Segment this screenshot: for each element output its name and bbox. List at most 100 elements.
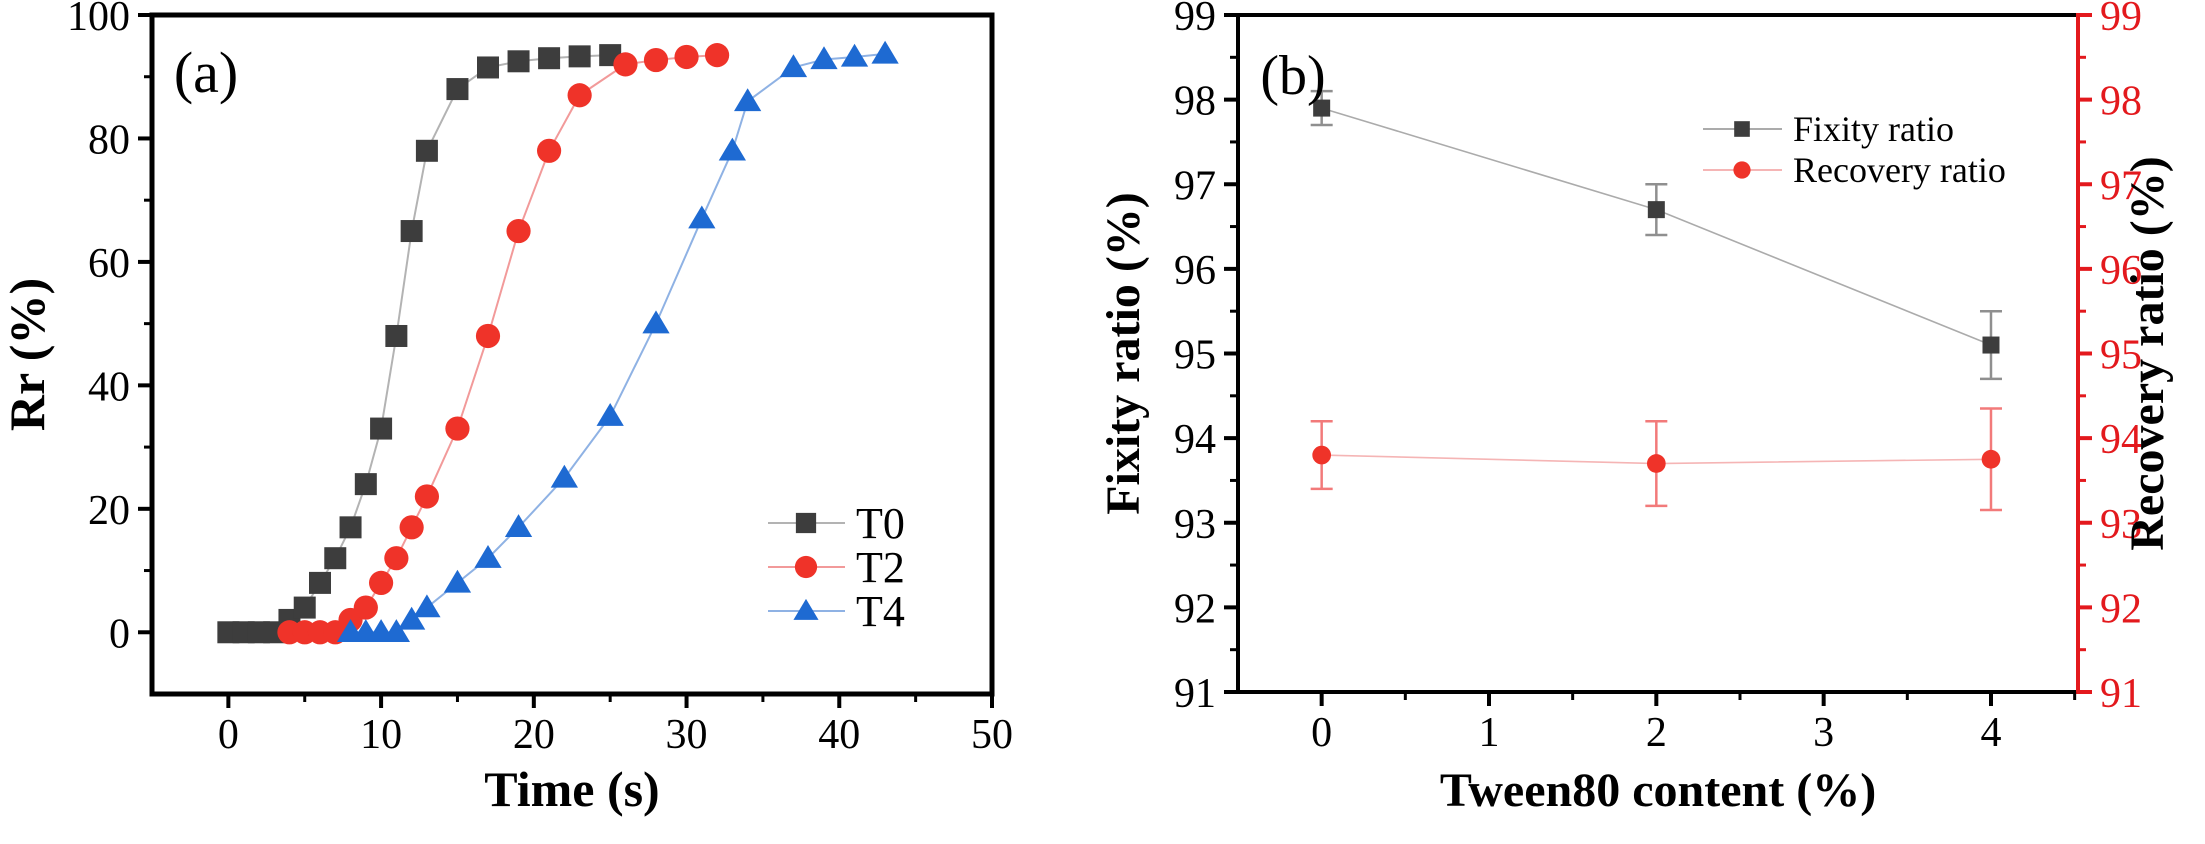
y-tick-label: 0 [109, 611, 130, 657]
triangle-marker [596, 403, 624, 426]
y-right-tick-label: 99 [2100, 0, 2142, 40]
square-marker [415, 139, 438, 162]
legend-label: T4 [856, 587, 905, 636]
legend-marker-square [795, 512, 817, 534]
triangle-marker [504, 514, 533, 538]
x-tick-label: 2 [1646, 710, 1667, 756]
x-tick-label: 0 [1311, 710, 1332, 756]
square-marker [324, 547, 347, 570]
square-marker [568, 45, 591, 68]
triangle-marker [871, 40, 899, 64]
legend-marker-circle [794, 555, 818, 579]
x-tick-label: 20 [513, 712, 555, 758]
triangle-marker [443, 569, 472, 593]
square-marker [507, 50, 530, 73]
y-tick-label: 99 [1174, 0, 1216, 40]
y-tick-label: 91 [1174, 671, 1216, 717]
triangle-marker [474, 545, 502, 568]
y-axis-title: Fixity ratio (%) [1105, 192, 1150, 515]
y-axis-left-ticks: 91 92 93 94 95 96 97 98 99 [1174, 0, 1238, 717]
x-axis-ticks: 0 1 2 3 4 [1311, 692, 2077, 756]
y-axis-right-title: Recovery ratio (%) [2121, 156, 2174, 550]
legend-label: T2 [856, 543, 905, 592]
triangle-marker [413, 594, 441, 618]
legend-item-recovery-ratio: Recovery ratio [1703, 150, 2006, 190]
x-axis-title: Tween80 content (%) [1440, 764, 1876, 817]
circle-marker [414, 484, 440, 509]
triangle-marker [718, 137, 747, 161]
chart-panel-b: 0 1 2 3 491929394959697989991929394959697989… [1105, 0, 2174, 817]
square-marker [1647, 201, 1665, 219]
legend-marker-square [1734, 121, 1750, 137]
square-marker [354, 473, 377, 496]
series-layer [217, 40, 899, 645]
series-layer [1310, 89, 2002, 512]
y-tick-label: 96 [1174, 248, 1216, 294]
panel-label: (b) [1260, 45, 1325, 107]
circle-marker [1312, 445, 1332, 465]
y-axis-left-ticks: 0 20 40 60 80 100 [67, 0, 152, 657]
x-tick-label: 3 [1813, 710, 1834, 756]
y-tick-label: 20 [88, 488, 130, 534]
circle-marker [445, 416, 470, 441]
legend-marker-triangle [793, 598, 819, 620]
square-marker [385, 324, 408, 347]
y-tick-label: 94 [1174, 417, 1216, 463]
triangle-marker [733, 88, 762, 112]
circle-marker [613, 52, 638, 77]
triangle-marker [779, 54, 808, 78]
triangle-marker [397, 606, 426, 630]
circle-marker [1646, 454, 1666, 473]
circle-marker [1981, 449, 2001, 469]
x-tick-label: 50 [971, 712, 1013, 758]
y-tick-label: 60 [88, 241, 130, 287]
x-axis-title: Time (s) [484, 761, 659, 817]
y-tick-label: 80 [88, 117, 130, 163]
legend-item-t0: T0 [768, 499, 905, 548]
y-right-tick-label: 96 [2100, 248, 2142, 294]
axes [149, 12, 995, 697]
panel-label: (a) [174, 40, 238, 105]
y-right-tick-label: 92 [2100, 586, 2142, 632]
y-tick-label: 40 [88, 364, 130, 410]
circle-marker [674, 44, 699, 70]
triangle-marker [550, 464, 579, 488]
square-marker [339, 516, 362, 539]
legend-item-t2: T2 [768, 543, 905, 592]
series-recovery-ratio [1310, 407, 2002, 512]
circle-marker [506, 218, 531, 244]
square-marker [446, 78, 469, 101]
legend-marker-circle [1733, 161, 1751, 179]
x-axis-ticks: 0 10 20 30 40 50 [218, 694, 1013, 758]
circle-marker [567, 83, 592, 108]
circle-marker [475, 323, 501, 349]
circle-marker [643, 47, 669, 73]
y-right-tick-label: 94 [2100, 417, 2142, 463]
circle-marker [704, 43, 730, 68]
circle-marker [536, 138, 562, 163]
y-tick-label: 100 [67, 0, 130, 40]
legend-item-fixity-ratio: Fixity ratio [1703, 109, 1954, 149]
circle-marker [399, 515, 424, 540]
y-right-tick-label: 97 [2100, 163, 2142, 209]
y-tick-label: 95 [1174, 333, 1216, 379]
y-tick-label: 92 [1174, 586, 1216, 632]
y-right-tick-label: 98 [2100, 79, 2142, 125]
legend-label: Fixity ratio [1793, 109, 1954, 149]
x-tick-label: 40 [818, 712, 860, 758]
y-tick-label: 97 [1174, 163, 1216, 209]
circle-marker [384, 546, 409, 571]
series-fixity-ratio [1310, 89, 2002, 381]
x-tick-label: 10 [360, 712, 402, 758]
square-marker [1313, 99, 1331, 117]
square-marker [309, 571, 331, 594]
y-axis-title: Rr (%) [0, 278, 55, 431]
y-right-tick-label: 95 [2100, 333, 2142, 379]
y-right-tick-label: 91 [2100, 671, 2142, 717]
circle-marker [368, 570, 394, 595]
triangle-marker [688, 205, 716, 229]
square-marker [370, 417, 393, 440]
legend-label: Recovery ratio [1793, 150, 2006, 190]
